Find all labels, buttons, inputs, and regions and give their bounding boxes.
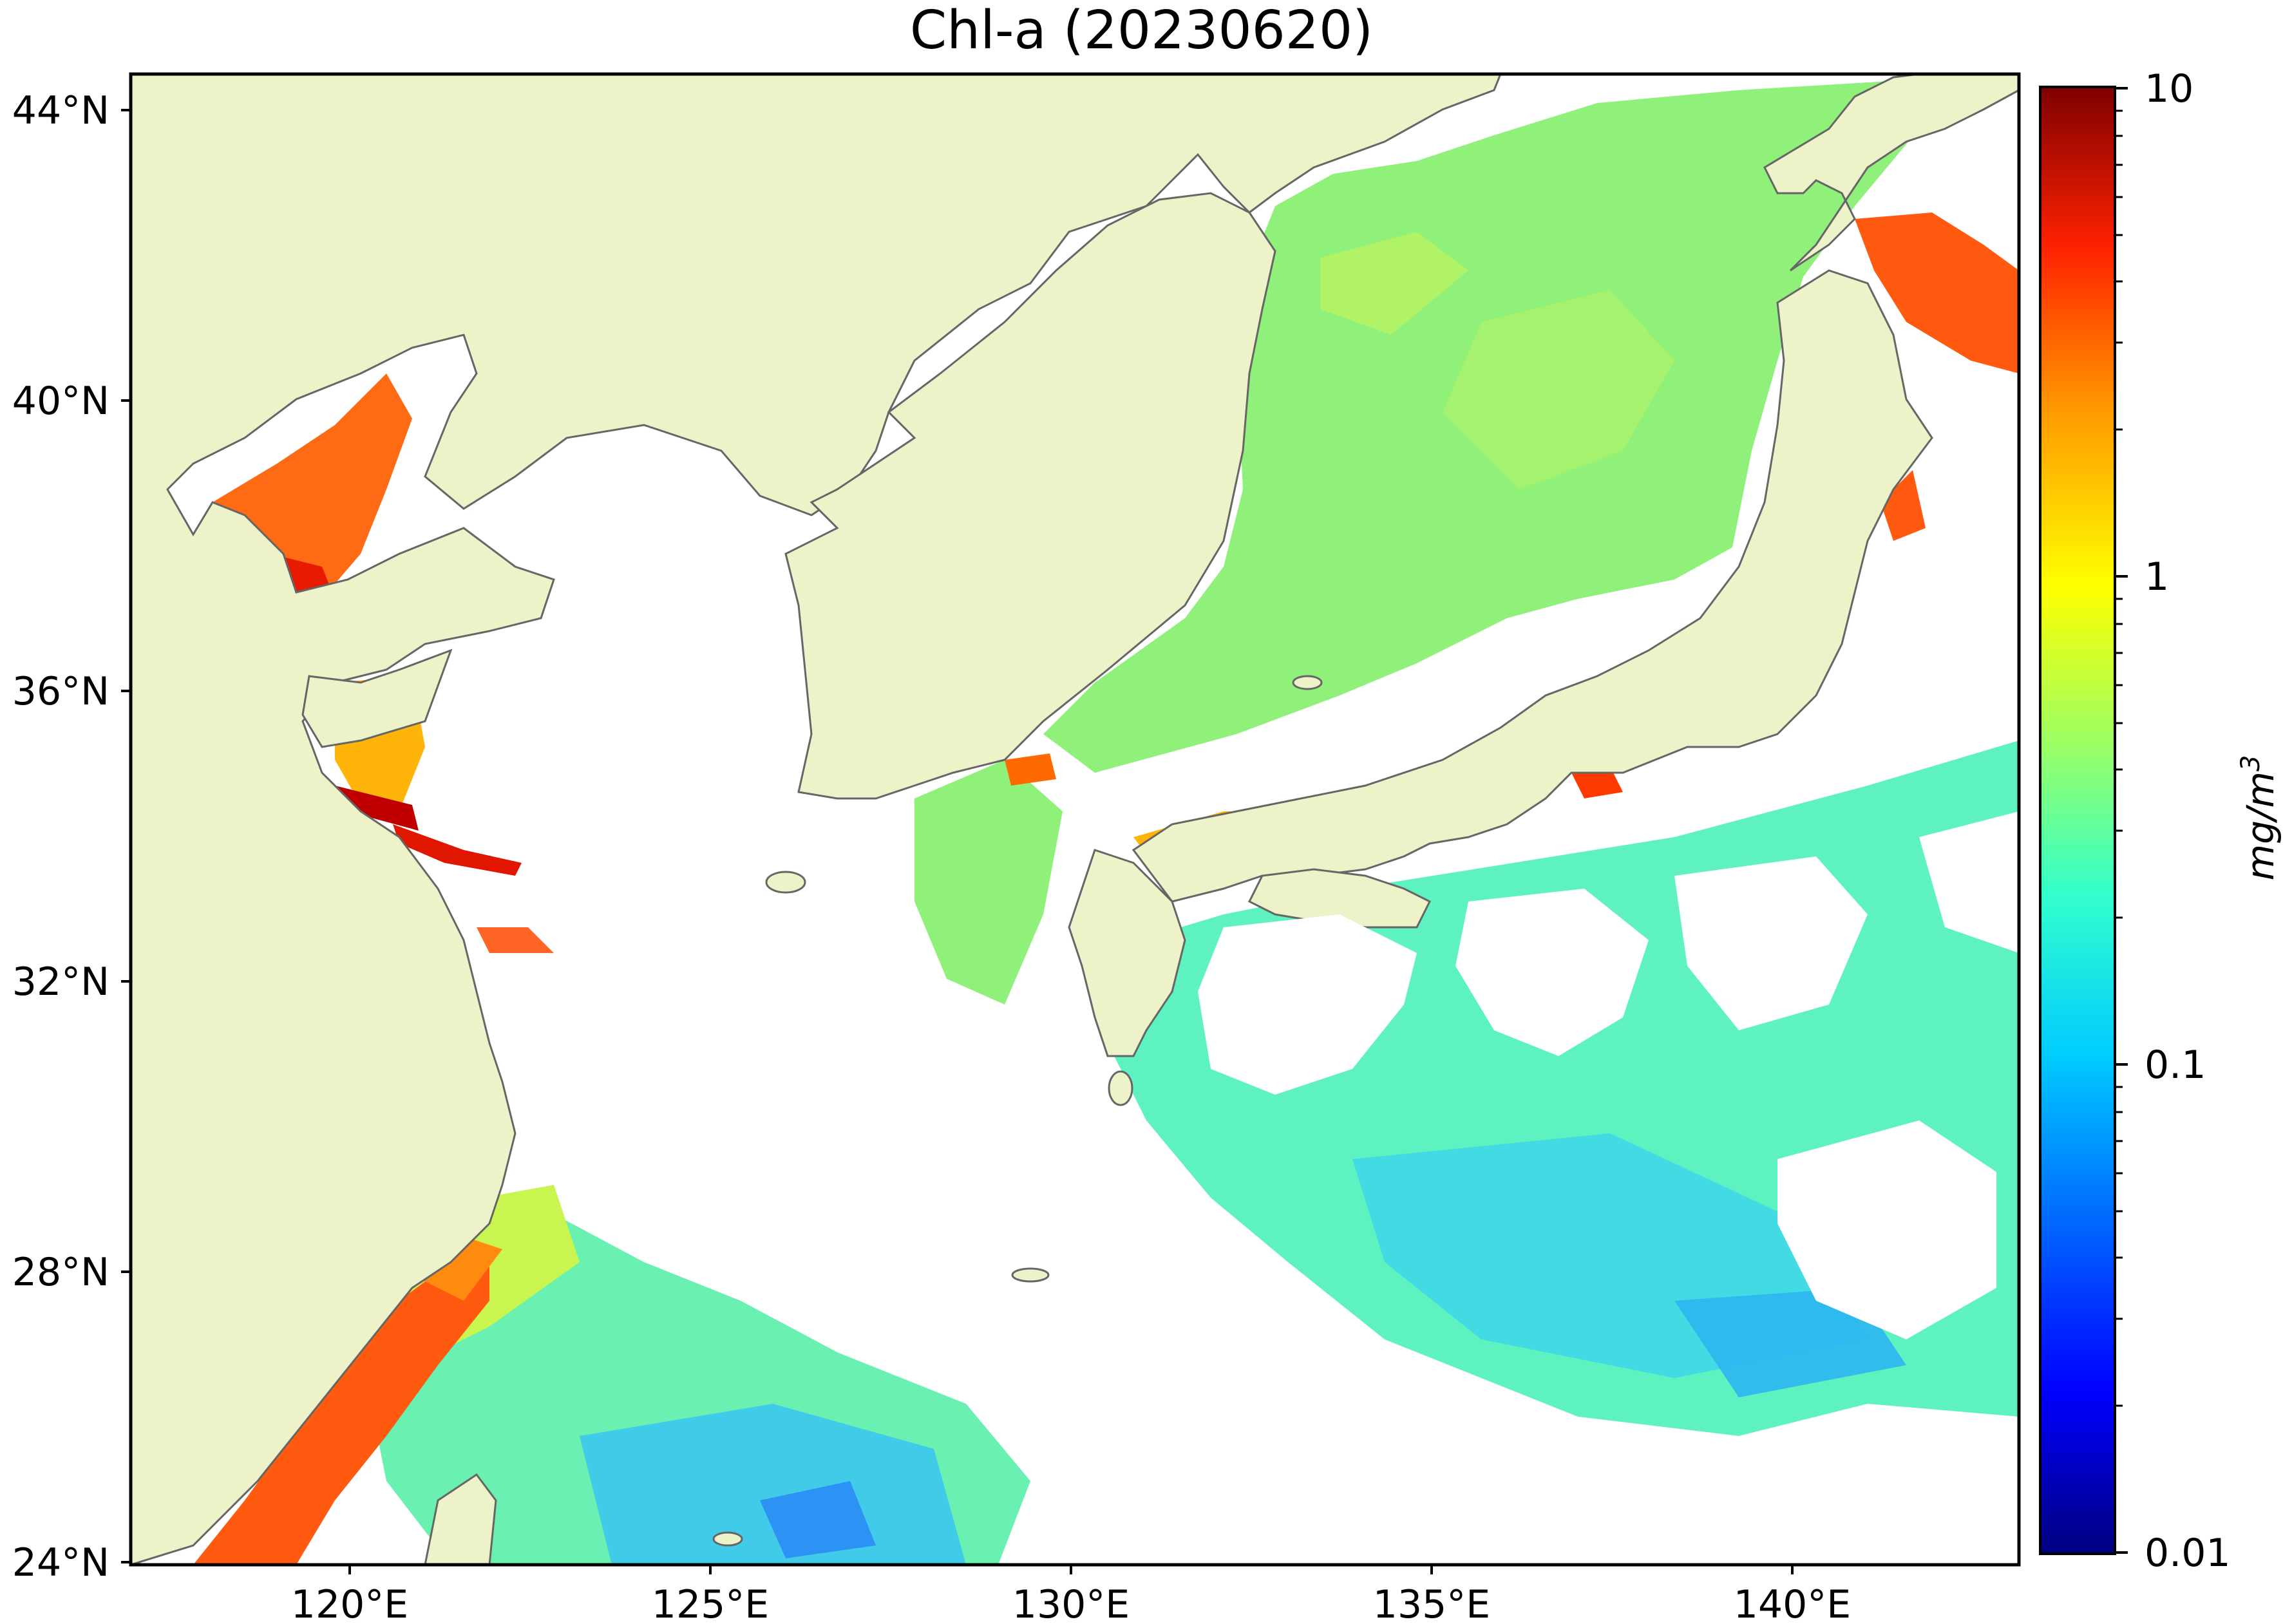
- lon-tick-130: 130°E: [1012, 1582, 1130, 1624]
- lon-tick-135: 135°E: [1373, 1582, 1490, 1624]
- colorbar-unit-label: mg/m3: [2236, 755, 2282, 881]
- colorbar-tick-0.1: 0.1: [2145, 1043, 2206, 1088]
- colorbar-tick-10: 10: [2145, 66, 2193, 111]
- colorbar-gradient: [2039, 86, 2116, 1555]
- lat-tick-24: 24°N: [12, 1540, 109, 1585]
- lat-tick-28: 28°N: [12, 1250, 109, 1295]
- map-frame: [129, 72, 2021, 1567]
- land-mass: [131, 74, 2019, 1565]
- latitude-axis: 44°N 40°N 36°N 32°N 28°N 24°N: [12, 88, 131, 1585]
- map-panel: [131, 74, 2019, 1565]
- svg-text:mg/m3: mg/m3: [2236, 755, 2282, 881]
- cloud-cover: [934, 811, 2019, 1339]
- colorbar-tick-0.01: 0.01: [2145, 1531, 2231, 1576]
- lat-tick-32: 32°N: [12, 959, 109, 1005]
- longitude-axis: 120°E 125°E 130°E 135°E 140°E: [291, 1565, 1851, 1624]
- lon-tick-140: 140°E: [1734, 1582, 1851, 1624]
- lat-tick-40: 40°N: [12, 379, 109, 424]
- lat-tick-36: 36°N: [12, 669, 109, 714]
- lat-tick-44: 44°N: [12, 88, 109, 133]
- lon-tick-120: 120°E: [291, 1582, 408, 1624]
- lon-tick-125: 125°E: [652, 1582, 769, 1624]
- colorbar: 10 1 0.1 0.01 mg/m3: [2039, 66, 2282, 1576]
- map-title: Chl-a (20230620): [909, 0, 1374, 61]
- colorbar-tick-1: 1: [2145, 554, 2169, 600]
